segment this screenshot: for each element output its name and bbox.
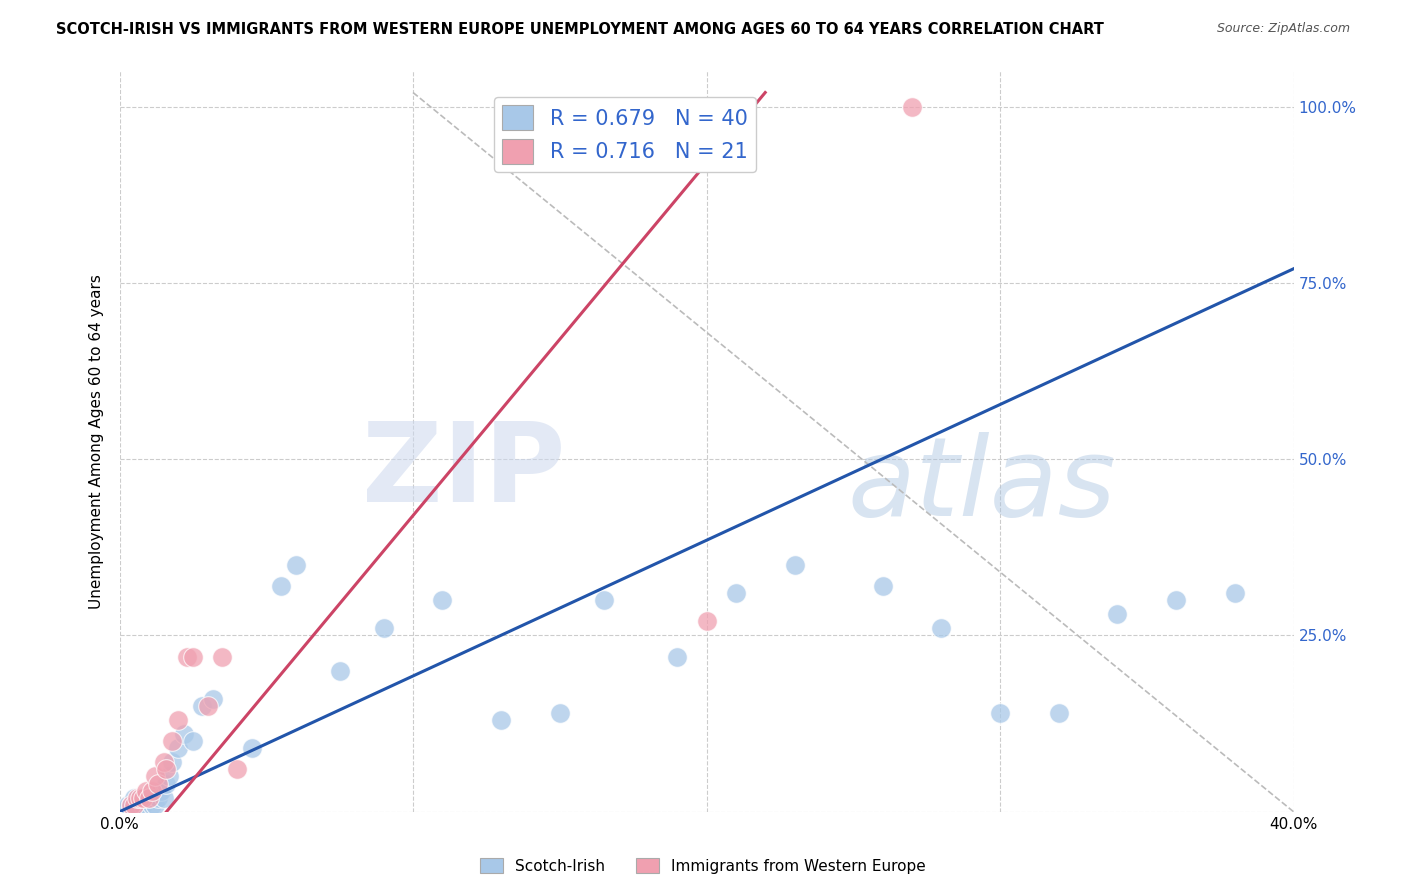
- Point: [225, 763, 249, 777]
- Point: [127, 790, 149, 805]
- Point: [1164, 593, 1187, 607]
- Point: [696, 615, 718, 629]
- Point: [724, 586, 747, 600]
- Point: [157, 769, 180, 783]
- Point: [122, 797, 145, 812]
- Point: [176, 649, 198, 664]
- Point: [152, 756, 174, 770]
- Legend: R = 0.679   N = 40, R = 0.716   N = 21: R = 0.679 N = 40, R = 0.716 N = 21: [494, 96, 756, 172]
- Point: [284, 558, 307, 572]
- Point: [132, 797, 155, 812]
- Point: [270, 579, 292, 593]
- Point: [373, 621, 395, 635]
- Point: [138, 790, 160, 805]
- Point: [240, 741, 263, 756]
- Point: [211, 649, 233, 664]
- Point: [143, 797, 166, 812]
- Point: [120, 797, 142, 812]
- Point: [122, 790, 145, 805]
- Point: [190, 698, 212, 713]
- Text: SCOTCH-IRISH VS IMMIGRANTS FROM WESTERN EUROPE UNEMPLOYMENT AMONG AGES 60 TO 64 : SCOTCH-IRISH VS IMMIGRANTS FROM WESTERN …: [56, 22, 1104, 37]
- Point: [167, 713, 190, 727]
- Point: [146, 776, 169, 790]
- Point: [162, 756, 184, 770]
- Point: [120, 797, 142, 812]
- Point: [162, 734, 184, 748]
- Point: [931, 621, 953, 635]
- Point: [129, 790, 152, 805]
- Text: ZIP: ZIP: [363, 417, 565, 524]
- Point: [901, 100, 924, 114]
- Point: [197, 698, 219, 713]
- Legend: Scotch-Irish, Immigrants from Western Europe: Scotch-Irish, Immigrants from Western Eu…: [474, 852, 932, 880]
- Text: atlas: atlas: [848, 433, 1116, 540]
- Point: [132, 790, 155, 805]
- Point: [167, 741, 190, 756]
- Point: [548, 706, 571, 720]
- Point: [173, 727, 195, 741]
- Point: [872, 579, 894, 593]
- Point: [181, 734, 204, 748]
- Point: [155, 763, 177, 777]
- Point: [143, 769, 166, 783]
- Point: [1223, 586, 1246, 600]
- Point: [149, 783, 172, 797]
- Point: [592, 593, 614, 607]
- Point: [146, 790, 169, 805]
- Point: [202, 692, 225, 706]
- Point: [181, 649, 204, 664]
- Point: [127, 797, 149, 812]
- Point: [117, 797, 139, 812]
- Text: Source: ZipAtlas.com: Source: ZipAtlas.com: [1216, 22, 1350, 36]
- Point: [135, 783, 157, 797]
- Point: [135, 790, 157, 805]
- Point: [141, 797, 163, 812]
- Point: [329, 664, 352, 678]
- Point: [155, 776, 177, 790]
- Point: [988, 706, 1011, 720]
- Point: [783, 558, 806, 572]
- Point: [666, 649, 689, 664]
- Point: [141, 783, 163, 797]
- Point: [129, 790, 152, 805]
- Point: [138, 790, 160, 805]
- Point: [152, 790, 174, 805]
- Y-axis label: Unemployment Among Ages 60 to 64 years: Unemployment Among Ages 60 to 64 years: [89, 274, 104, 609]
- Point: [1047, 706, 1070, 720]
- Point: [489, 713, 512, 727]
- Point: [1107, 607, 1129, 622]
- Point: [432, 593, 454, 607]
